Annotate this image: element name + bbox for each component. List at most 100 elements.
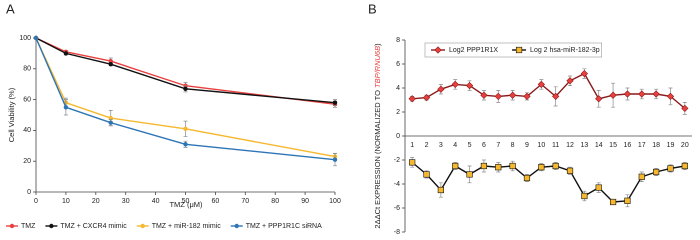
marker <box>552 162 559 170</box>
x-tick-label: 8 <box>511 142 515 149</box>
marker <box>566 77 574 85</box>
y-tick-label: 40 <box>23 127 31 134</box>
marker <box>33 35 39 41</box>
x-tick-label: 100 <box>329 198 341 205</box>
marker <box>580 69 588 78</box>
y-tick-label: 0 <box>27 189 31 196</box>
marker <box>609 198 617 206</box>
marker <box>332 157 338 162</box>
x-tick-label: 5 <box>468 142 472 149</box>
marker <box>595 95 603 103</box>
marker <box>422 93 431 102</box>
y-tick-label: -8 <box>394 229 400 236</box>
marker <box>523 174 531 182</box>
marker <box>108 120 113 125</box>
y-tick-label: -4 <box>394 181 400 188</box>
marker <box>652 90 660 98</box>
marker <box>437 186 444 194</box>
marker <box>108 61 113 67</box>
y-axis-title-part: ) <box>373 43 382 46</box>
marker <box>452 162 459 170</box>
marker <box>638 90 646 98</box>
y-tick-label: -2 <box>394 157 400 164</box>
marker <box>537 80 545 89</box>
legend-label: Log2 PPP1R1X <box>449 47 498 54</box>
marker <box>332 100 338 105</box>
y-axis-title: 2ΔΔCt EXPRESSION (NORMALIZED TO TBP/RNU6… <box>373 43 382 229</box>
marker <box>183 142 188 147</box>
marker <box>566 167 574 174</box>
series-line <box>35 37 336 104</box>
x-tick-label: 7 <box>496 142 500 149</box>
marker <box>63 105 69 110</box>
panel-label: A <box>6 1 15 16</box>
x-tick-label: 10 <box>537 142 545 149</box>
marker <box>434 46 442 54</box>
x-tick-label: 9 <box>525 142 529 149</box>
marker <box>451 80 459 89</box>
series-line <box>412 72 686 109</box>
marker <box>409 159 416 166</box>
x-tick-label: 2 <box>425 142 429 149</box>
x-tick-label: 13 <box>580 142 588 149</box>
marker <box>408 95 416 103</box>
marker <box>538 164 545 171</box>
x-tick-label: 12 <box>566 142 574 149</box>
marker <box>140 223 145 229</box>
marker <box>609 91 617 99</box>
y-tick-label: 8 <box>396 37 400 44</box>
y-tick-label: 0 <box>396 133 400 140</box>
marker <box>681 104 689 113</box>
marker <box>9 223 15 229</box>
marker <box>49 223 54 229</box>
x-tick-label: 11 <box>552 142 559 149</box>
x-tick-label: 19 <box>667 142 675 149</box>
legend-label: TMZ <box>21 223 36 230</box>
marker <box>638 173 645 180</box>
marker <box>581 192 588 200</box>
x-tick-label: 80 <box>271 198 279 205</box>
marker <box>552 92 560 101</box>
series-line <box>35 37 336 105</box>
x-tick-label: 10 <box>62 198 70 205</box>
x-tick-label: 30 <box>122 198 130 205</box>
y-tick-label: 6 <box>396 61 400 68</box>
marker <box>480 91 488 99</box>
marker <box>183 86 188 92</box>
marker <box>523 92 531 101</box>
legend-label: Log 2 hsa-miR-182-3p <box>530 47 600 54</box>
marker <box>595 184 602 191</box>
marker <box>108 115 113 121</box>
x-axis-title: TMZ (μM) <box>169 200 203 209</box>
marker <box>653 168 660 176</box>
marker <box>465 81 474 90</box>
marker <box>63 51 69 56</box>
marker <box>183 126 188 132</box>
marker <box>666 92 675 101</box>
series-line <box>35 37 336 158</box>
x-tick-label: 16 <box>624 142 632 149</box>
legend-label: TMZ + miR-182 mimic <box>152 223 222 230</box>
x-tick-label: 4 <box>453 142 457 149</box>
x-tick-label: 6 <box>482 142 486 149</box>
marker <box>509 91 517 99</box>
y-tick-label: 100 <box>19 35 31 42</box>
x-tick-label: 15 <box>609 142 617 149</box>
marker <box>480 162 488 170</box>
x-tick-label: 60 <box>212 198 220 205</box>
marker <box>681 162 688 170</box>
x-tick-label: 70 <box>241 198 249 205</box>
marker <box>437 85 445 93</box>
x-tick-label: 0 <box>34 198 38 205</box>
y-tick-label: 60 <box>23 96 31 103</box>
y-axis-title-part: 2ΔΔCt EXPRESSION (NORMALIZED TO <box>373 88 382 229</box>
y-axis-title-part: TBP/RNU6B <box>373 46 382 88</box>
marker <box>515 46 523 54</box>
marker <box>423 171 430 178</box>
x-tick-label: 3 <box>439 142 443 149</box>
legend-label: TMZ + PPP1R1C siRNA <box>246 223 322 230</box>
x-tick-label: 14 <box>595 142 603 149</box>
legend-box <box>424 42 603 58</box>
y-tick-label: 4 <box>396 85 400 92</box>
